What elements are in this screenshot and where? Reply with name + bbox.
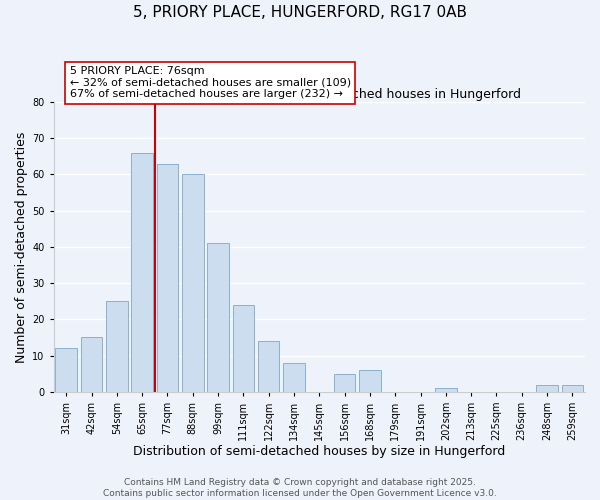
Title: Size of property relative to semi-detached houses in Hungerford: Size of property relative to semi-detach… (118, 88, 521, 101)
Bar (334, 374, 355, 392)
Bar (562, 384, 583, 392)
Bar (283, 363, 305, 392)
Bar (359, 370, 380, 392)
Bar (106, 302, 128, 392)
Bar (435, 388, 457, 392)
Bar (233, 305, 254, 392)
Bar (208, 244, 229, 392)
Bar (131, 153, 153, 392)
Bar (157, 164, 178, 392)
X-axis label: Distribution of semi-detached houses by size in Hungerford: Distribution of semi-detached houses by … (133, 444, 505, 458)
Bar (81, 338, 102, 392)
Bar (182, 174, 203, 392)
Text: 5, PRIORY PLACE, HUNGERFORD, RG17 0AB: 5, PRIORY PLACE, HUNGERFORD, RG17 0AB (133, 5, 467, 20)
Text: Contains HM Land Registry data © Crown copyright and database right 2025.
Contai: Contains HM Land Registry data © Crown c… (103, 478, 497, 498)
Y-axis label: Number of semi-detached properties: Number of semi-detached properties (15, 131, 28, 362)
Text: 5 PRIORY PLACE: 76sqm
← 32% of semi-detached houses are smaller (109)
67% of sem: 5 PRIORY PLACE: 76sqm ← 32% of semi-deta… (70, 66, 350, 99)
Bar (536, 384, 558, 392)
Bar (258, 341, 280, 392)
Bar (55, 348, 77, 392)
